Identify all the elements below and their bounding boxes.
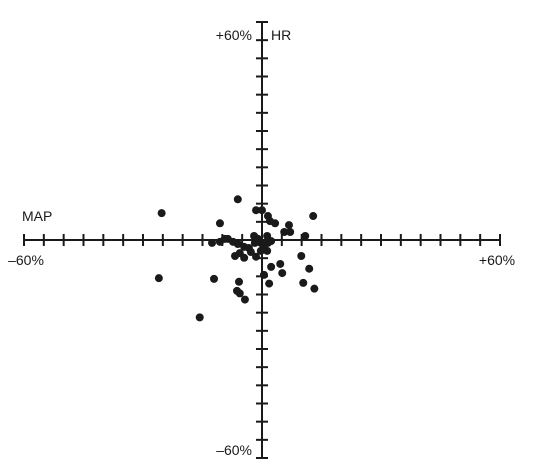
data-point <box>233 195 242 204</box>
data-point <box>157 209 166 218</box>
axis-labels: MAP HR –60% +60% +60% –60% <box>8 27 515 458</box>
data-point <box>240 253 249 262</box>
data-point <box>297 251 306 260</box>
data-point <box>240 295 249 304</box>
data-point <box>310 284 319 293</box>
data-point <box>271 219 280 228</box>
data-points <box>154 195 319 322</box>
y-tick-label-min: –60% <box>216 442 252 458</box>
data-point <box>233 286 242 295</box>
data-point <box>263 246 272 255</box>
data-point <box>301 232 310 241</box>
data-point <box>278 269 287 278</box>
data-point <box>267 262 276 271</box>
data-point <box>263 232 272 241</box>
data-point <box>154 274 163 283</box>
data-point <box>276 259 285 268</box>
data-point <box>284 221 293 230</box>
data-point <box>250 232 259 241</box>
y-axis-title: HR <box>271 27 291 43</box>
data-point <box>234 277 243 286</box>
data-point <box>252 206 261 215</box>
data-point <box>215 219 224 228</box>
data-point <box>286 228 295 237</box>
data-point <box>233 239 242 248</box>
x-axis-title: MAP <box>22 208 52 224</box>
y-tick-label-max: +60% <box>216 27 252 43</box>
data-point <box>258 206 266 215</box>
x-tick-label-min: –60% <box>8 252 44 268</box>
x-tick-label-max: +60% <box>479 252 515 268</box>
data-point <box>195 313 204 322</box>
data-point <box>309 212 318 221</box>
data-point <box>299 278 308 287</box>
data-point <box>246 247 255 256</box>
data-point <box>265 279 274 288</box>
data-point <box>280 228 289 237</box>
data-point <box>305 264 314 273</box>
data-point <box>210 274 219 283</box>
data-point <box>208 238 217 247</box>
data-point <box>259 270 268 279</box>
data-point <box>256 246 265 255</box>
data-point <box>231 251 240 260</box>
data-point <box>252 252 261 261</box>
